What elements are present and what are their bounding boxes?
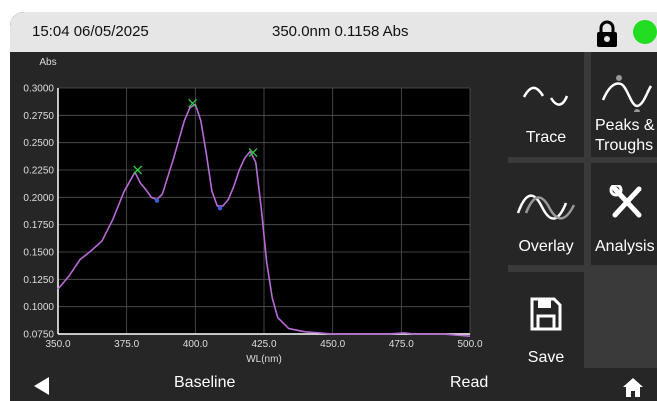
x-tick-label: 450.0	[320, 339, 345, 350]
overlay-label: Overlay	[518, 238, 574, 255]
trace-icon	[522, 86, 569, 106]
trace-button[interactable]: Trace	[508, 52, 584, 157]
y-tick-label: 0.2750	[23, 111, 54, 122]
y-tick-label: 0.3000	[23, 84, 54, 95]
save-icon	[530, 297, 562, 331]
peak-marker	[188, 98, 198, 108]
analysis-icon	[609, 185, 642, 218]
x-tick-label: 375.0	[114, 339, 139, 350]
y-tick-label: 0.1000	[23, 302, 54, 313]
overlay-icon	[516, 194, 576, 220]
peaks-label-line1: Peaks &	[595, 117, 655, 134]
y-tick-label: 0.2500	[23, 138, 54, 149]
x-tick-label: 400.0	[183, 339, 208, 350]
peak-marker	[133, 165, 143, 175]
side-button-panel: Trace Peaks & Troughs Overlay An	[508, 52, 657, 368]
y-tick-label: 0.0750	[23, 330, 54, 341]
bottom-bar: Baseline Read	[10, 368, 657, 401]
x-tick-label: 350.0	[45, 339, 70, 350]
spectrum-trace	[57, 103, 471, 337]
trace-label: Trace	[525, 129, 567, 146]
back-arrow-icon[interactable]	[34, 377, 49, 395]
peaks-troughs-button[interactable]: Peaks & Troughs	[591, 52, 657, 157]
overlay-button[interactable]: Overlay	[508, 163, 584, 265]
peak-marker	[248, 148, 258, 157]
x-tick-label: 500.0	[457, 339, 482, 350]
datetime: 15:04 06/05/2025	[32, 23, 149, 40]
status-bar: 15:04 06/05/2025 350.0nm 0.1158 Abs	[10, 12, 657, 52]
analysis-button[interactable]: Analysis	[591, 163, 657, 265]
peaks-label-line2: Troughs	[595, 137, 654, 154]
trough-marker	[217, 205, 223, 211]
chart-svg: 350.0 375.0 400.0 425.0 450.0 475.0 500.0 0.075…	[23, 57, 483, 365]
read-button[interactable]: Read	[450, 374, 489, 391]
save-button[interactable]: Save	[508, 272, 584, 368]
lock-icon[interactable]	[594, 20, 620, 48]
x-axis-label: WL(nm)	[246, 354, 282, 365]
y-tick-label: 0.1500	[23, 248, 54, 259]
y-tick-label: 0.1750	[23, 220, 54, 231]
y-tick-label: 0.2250	[23, 166, 54, 177]
analysis-label: Analysis	[595, 238, 655, 255]
y-tick-label: 0.1250	[23, 275, 54, 286]
spectrum-chart[interactable]: 350.0 375.0 400.0 425.0 450.0 475.0 500.0 0.075…	[10, 52, 508, 368]
x-tick-label: 475.0	[389, 339, 414, 350]
save-label: Save	[527, 349, 565, 366]
current-reading: 350.0nm 0.1158 Abs	[272, 23, 409, 40]
home-icon[interactable]	[622, 376, 644, 398]
baseline-button[interactable]: Baseline	[174, 374, 236, 391]
y-tick-label: 0.2000	[23, 193, 54, 204]
instrument-screen: 15:04 06/05/2025 350.0nm 0.1158 Abs 350.…	[10, 12, 657, 401]
y-axis-label: Abs	[39, 57, 56, 68]
x-tick-label: 425.0	[251, 339, 276, 350]
peaks-troughs-icon	[601, 75, 653, 112]
trough-marker	[154, 198, 160, 203]
status-indicator	[633, 20, 657, 44]
